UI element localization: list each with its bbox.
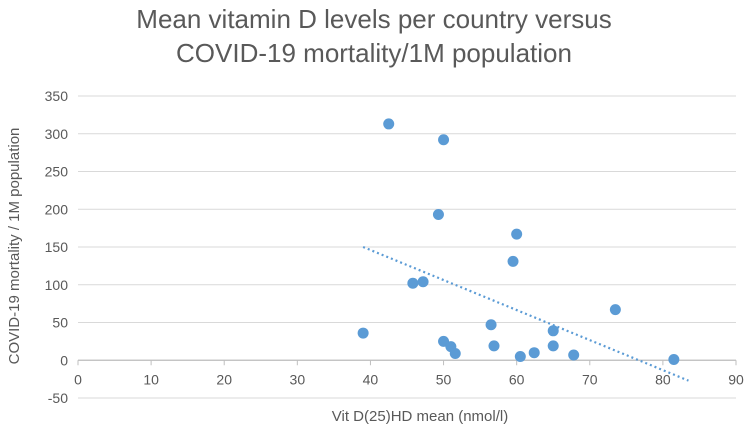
trendline-linear xyxy=(362,245,689,382)
y-axis-ticks: -50 0 50 100 150 200 250 300 350 xyxy=(45,88,69,406)
data-point xyxy=(511,228,523,240)
x-tick-label: 70 xyxy=(582,371,598,387)
data-point xyxy=(514,350,526,362)
y-tick-label: 350 xyxy=(45,88,69,104)
data-point xyxy=(485,319,497,331)
y-tick-label: 300 xyxy=(45,126,69,142)
data-point xyxy=(609,304,621,316)
x-axis-ticks: 0 10 20 30 40 50 60 70 80 90 xyxy=(74,371,744,387)
data-point xyxy=(668,353,680,365)
data-point xyxy=(449,347,461,359)
data-point xyxy=(547,325,559,337)
y-tick-label: 50 xyxy=(52,315,68,331)
data-point xyxy=(407,277,419,289)
y-tick-label: 100 xyxy=(45,277,69,293)
x-axis-label: Vit D(25)HD mean (nmol/l) xyxy=(332,408,508,425)
x-tick-label: 10 xyxy=(143,371,159,387)
x-tick-label: 40 xyxy=(363,371,379,387)
y-axis-label: COVID-19 mortality / 1M population xyxy=(6,128,23,365)
data-point xyxy=(417,276,429,288)
data-point xyxy=(568,349,580,361)
x-tick-label: 60 xyxy=(509,371,525,387)
x-tick-label: 90 xyxy=(728,371,744,387)
y-tick-label: -50 xyxy=(48,390,68,406)
y-tick-label: 0 xyxy=(60,352,68,368)
chart-title-line-2: COVID-19 mortality/1M population xyxy=(176,38,572,68)
data-point xyxy=(432,209,444,221)
data-point xyxy=(438,134,450,146)
data-point xyxy=(507,255,519,267)
x-tick-label: 80 xyxy=(655,371,671,387)
x-tick-label: 50 xyxy=(436,371,452,387)
data-point xyxy=(547,340,559,352)
y-tick-label: 250 xyxy=(45,164,69,180)
data-point xyxy=(488,340,500,352)
trendline xyxy=(362,245,689,382)
x-axis xyxy=(77,359,737,366)
gridlines xyxy=(78,95,736,399)
data-point xyxy=(357,327,369,339)
data-points xyxy=(357,118,680,365)
x-tick-label: 0 xyxy=(74,371,82,387)
x-tick-label: 20 xyxy=(216,371,232,387)
y-tick-label: 200 xyxy=(45,201,69,217)
data-point xyxy=(383,118,395,130)
data-point xyxy=(528,347,540,359)
x-tick-label: 30 xyxy=(290,371,306,387)
chart-title-line-1: Mean vitamin D levels per country versus xyxy=(136,4,611,34)
y-tick-label: 150 xyxy=(45,239,69,255)
